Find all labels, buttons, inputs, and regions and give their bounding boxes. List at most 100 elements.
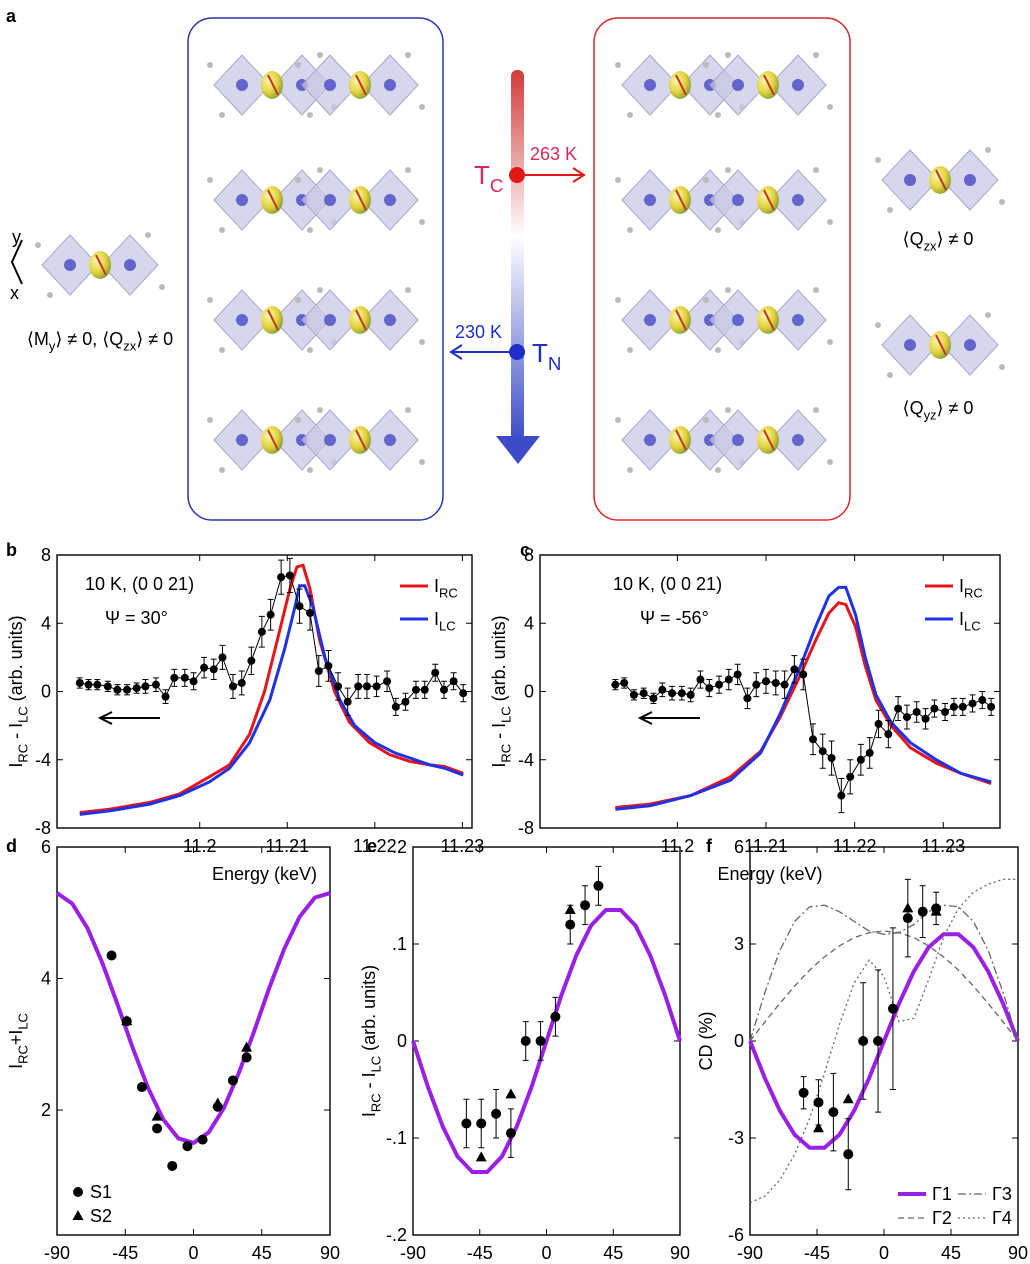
marker: [296, 602, 304, 610]
annotation: Ψ = 30°: [105, 608, 168, 628]
marker: [843, 1093, 854, 1103]
marker: [190, 677, 198, 685]
marker: [412, 686, 420, 694]
text-part: yz: [924, 407, 937, 422]
marker: [828, 1107, 838, 1117]
y-axis-label: IRC - ILC (arb. units): [359, 965, 383, 1117]
y-axis-label: CD (%): [696, 1012, 716, 1071]
order-label: ⟨My⟩ ≠ 0, ⟨Qzx⟩ ≠ 0: [27, 329, 173, 353]
y-tick-label: .2: [392, 837, 407, 857]
annotation: 10 K, (0 0 21): [613, 574, 722, 594]
x-tick-label: 90: [670, 1243, 690, 1263]
axis-label: x: [10, 283, 19, 303]
marker: [743, 694, 751, 702]
marker: [565, 904, 576, 914]
marker: [200, 664, 208, 672]
marker: [903, 713, 911, 721]
x-tick-label: 11.2: [661, 836, 695, 856]
marker: [461, 1118, 471, 1128]
x-tick-label: 45: [252, 1243, 272, 1263]
marker: [85, 681, 93, 689]
legend-label: IRC: [434, 576, 458, 600]
marker: [238, 679, 246, 687]
marker: [630, 691, 638, 699]
marker: [363, 682, 371, 690]
y-tick-label: 0: [397, 1031, 407, 1051]
marker: [687, 691, 695, 699]
x-tick-label: 0: [541, 1243, 551, 1263]
legend-label: ILC: [434, 609, 456, 633]
marker: [286, 571, 294, 579]
x-tick-label: 0: [188, 1243, 198, 1263]
marker: [242, 1052, 252, 1062]
text-part: ⟨M: [27, 329, 49, 349]
text-part: LC: [498, 706, 513, 723]
marker: [846, 773, 854, 781]
panel-letter: a: [6, 6, 17, 26]
x-tick-label: 11.2: [183, 836, 217, 856]
y-tick-label: -8: [35, 818, 51, 838]
marker: [809, 735, 817, 743]
marker: [167, 1161, 177, 1171]
marker: [593, 881, 603, 891]
text-part: RC: [368, 1093, 383, 1112]
figure: a y x ⟨My⟩ ≠ 0, ⟨Qzx⟩ ≠ 0 ⟨Qzx⟩ ≠ 0 ⟨Qyz…: [0, 0, 1030, 1264]
y-tick-label: 0: [734, 1031, 744, 1051]
panel-letter: f: [706, 836, 713, 856]
marker: [181, 674, 189, 682]
marker: [813, 1097, 823, 1107]
y-tick-label: 3: [734, 934, 744, 954]
marker: [450, 677, 458, 685]
x-tick-label: 11.23: [921, 836, 965, 856]
text-part: ⟨Q: [903, 398, 924, 418]
plot-frame: [57, 847, 330, 1235]
text-part: T: [532, 338, 548, 368]
tn-label: TN: [532, 338, 561, 374]
structure: [295, 167, 425, 233]
marker: [620, 679, 628, 687]
text-part: RC: [964, 585, 983, 600]
marker: [715, 681, 723, 689]
marker: [431, 669, 439, 677]
marker: [649, 694, 657, 702]
marker: [141, 682, 149, 690]
marker: [73, 1210, 84, 1220]
text-part: ⟩ ≠ 0: [937, 398, 974, 418]
marker: [505, 1088, 516, 1098]
marker: [267, 611, 275, 619]
marker: [228, 1075, 238, 1085]
marker: [218, 653, 226, 661]
legend-label: ILC: [959, 609, 981, 633]
marker: [76, 679, 84, 687]
marker: [198, 1135, 208, 1145]
marker: [93, 681, 101, 689]
marker: [950, 703, 958, 711]
marker: [987, 703, 995, 711]
marker: [133, 684, 141, 692]
legend-label: Γ3: [992, 1184, 1012, 1204]
marker: [930, 705, 938, 713]
series-line: [750, 905, 1018, 1041]
marker: [550, 1012, 560, 1022]
marker: [401, 698, 409, 706]
arrow-head: [496, 436, 540, 464]
text-part: - I: [489, 723, 509, 744]
tc-arrow: [525, 168, 584, 182]
x-axis-label: Energy (keV): [717, 864, 822, 884]
marker: [421, 686, 429, 694]
tc-value: 263 K: [530, 144, 577, 164]
legend-label: S2: [90, 1206, 112, 1226]
structure: [295, 287, 425, 353]
x-tick-label: -45: [467, 1243, 493, 1263]
marker: [152, 1123, 162, 1133]
text-part: RC: [498, 744, 513, 763]
text-part: ⟩ ≠ 0, ⟨Q: [55, 329, 123, 349]
marker: [123, 686, 131, 694]
marker: [229, 682, 237, 690]
marker: [781, 681, 789, 689]
y-tick-label: 8: [524, 545, 534, 565]
series-line: [413, 910, 680, 1172]
marker: [959, 703, 967, 711]
marker: [640, 689, 648, 697]
tn-dot: [509, 344, 525, 360]
